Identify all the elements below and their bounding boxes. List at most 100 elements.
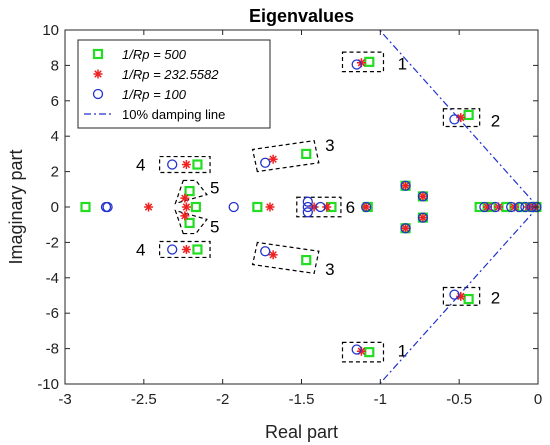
annotation-label: 2 — [491, 288, 500, 307]
damping-line-lower — [379, 206, 539, 385]
data-point-square — [364, 347, 375, 358]
data-point-square — [252, 201, 263, 213]
asterisk-stroke — [419, 192, 427, 201]
data-point-square — [301, 255, 312, 266]
annotation-polygon — [251, 241, 320, 275]
asterisk-stroke — [181, 194, 189, 202]
asterisk-stroke — [524, 203, 533, 211]
asterisk-stroke — [144, 203, 153, 211]
data-point-circle — [228, 201, 239, 213]
y-tick-label: 0 — [51, 199, 59, 216]
annotation-box — [442, 108, 481, 128]
legend-marker-square — [92, 48, 104, 60]
y-tick-label: 10 — [42, 22, 59, 39]
data-point-circle — [167, 244, 178, 255]
annotation-polygon — [174, 179, 208, 205]
asterisk-stroke — [181, 212, 189, 220]
data-point-asterisk — [456, 113, 466, 123]
data-point-asterisk — [181, 160, 191, 170]
asterisk-stroke — [457, 292, 465, 301]
annotation-box — [341, 51, 385, 73]
x-tick-label: -0.5 — [446, 391, 472, 408]
y-tick-label: -10 — [37, 376, 59, 393]
data-point-asterisk — [401, 223, 411, 233]
asterisk-stroke — [362, 203, 370, 211]
data-point-circle — [302, 207, 313, 218]
x-tick-label: -1.5 — [289, 391, 315, 408]
data-point-circle — [520, 201, 531, 213]
data-point-asterisk — [268, 154, 278, 164]
data-point-asterisk — [180, 211, 190, 221]
data-point-circle — [513, 201, 525, 213]
annotation-label: 4 — [136, 240, 145, 259]
axes-layer: -3 -2.5 -2 -1.5 -1 -0.5 0 -10 -8 -6 -4 -2 0 2 4 6 8 10 — [37, 22, 542, 408]
data-point-circle — [260, 157, 271, 168]
data-point-asterisk — [181, 202, 191, 212]
data-point-circle — [167, 159, 178, 170]
data-point-circle — [315, 201, 326, 213]
annotation-box — [159, 155, 211, 174]
legend-entry-label: 1/Rp = 232.5582 — [122, 67, 219, 82]
data-point-circle — [490, 201, 501, 213]
data-point-asterisk — [268, 250, 278, 260]
data-point-circle — [360, 201, 372, 213]
annotation-label: 1 — [398, 55, 407, 74]
damping-line-upper — [379, 29, 539, 208]
annotation-label: 3 — [325, 136, 334, 155]
data-point-circle — [100, 201, 112, 213]
data-point-circle — [449, 114, 460, 125]
x-tick-label: -1 — [374, 391, 387, 408]
y-tick-label: 6 — [51, 93, 59, 110]
legend-box — [77, 39, 271, 129]
data-point-square — [301, 148, 312, 159]
data-point-circle — [417, 191, 429, 202]
y-tick-label: -2 — [46, 234, 59, 251]
y-tick-label: -8 — [46, 341, 59, 358]
asterisk-stroke — [419, 213, 427, 222]
data-point-circle — [479, 201, 490, 213]
asterisk-stroke — [483, 203, 492, 211]
data-point-circle — [302, 196, 313, 207]
data-point-asterisk — [180, 193, 190, 203]
legend-marker-asterisk — [93, 69, 103, 79]
data-point-circle — [351, 59, 362, 70]
data-point-circle — [302, 201, 313, 213]
data-point-square — [192, 159, 203, 170]
data-point-asterisk — [181, 244, 191, 254]
data-point-circle — [417, 212, 429, 223]
annotation-label: 5 — [210, 217, 219, 236]
y-axis-title: Imaginary part — [6, 149, 26, 264]
data-point-asterisk — [144, 202, 154, 212]
data-point-circle — [351, 344, 362, 355]
data-point-square — [192, 244, 203, 255]
x-tick-label: -3 — [58, 391, 71, 408]
y-tick-label: 4 — [51, 128, 59, 145]
data-point-circle — [531, 201, 542, 213]
annotation-label: 5 — [210, 179, 219, 198]
data-point-circle — [400, 223, 411, 234]
legend-entry-label: 1/Rp = 100 — [122, 87, 187, 102]
annotation-layer: 1 1 2 2 4 4 6 3 3 5 5 — [136, 51, 500, 363]
annotation-label: 1 — [398, 341, 407, 360]
legend-entry-label: 10% damping line — [122, 107, 225, 122]
annotation-polygon — [251, 139, 320, 173]
annotation-label: 3 — [325, 260, 334, 279]
chart-title: Eigenvalues — [249, 6, 354, 26]
annotation-polygon — [174, 209, 208, 235]
asterisk-stroke — [401, 224, 410, 232]
data-point-square — [184, 185, 195, 197]
data-point-square — [463, 109, 474, 121]
data-point-asterisk — [418, 191, 428, 201]
x-tick-label: -2 — [216, 391, 229, 408]
asterisk-stroke — [182, 245, 191, 254]
annotation-box — [159, 240, 211, 259]
legend-entry-label: 1/Rp = 500 — [122, 47, 187, 62]
data-point-circle — [260, 246, 271, 257]
data-point-asterisk — [265, 202, 275, 212]
y-tick-label: -4 — [46, 270, 59, 287]
asterisk-stroke — [494, 203, 503, 211]
data-point-square — [184, 217, 195, 229]
annotation-label: 2 — [491, 111, 500, 130]
data-point-circle — [449, 289, 460, 300]
